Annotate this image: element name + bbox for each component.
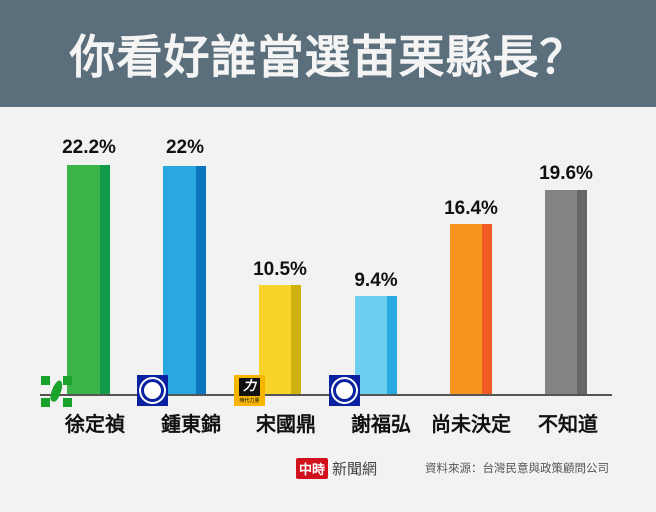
- category-label: 宋國鼎: [256, 412, 316, 436]
- category-label: 不知道: [538, 412, 598, 436]
- bar-1: [67, 165, 110, 395]
- bar-3: [259, 285, 301, 395]
- x-axis-baseline: [40, 394, 612, 396]
- header-banner: 你看好誰當選苗栗縣長？: [0, 0, 656, 107]
- npp-icon: 力 時代力量: [234, 375, 265, 406]
- value-label: 22.2%: [62, 137, 116, 158]
- kmt-icon: [137, 375, 168, 406]
- chinatimes-logo: 中時 新聞網: [296, 458, 377, 479]
- chart-title: 你看好誰當選苗栗縣長？: [69, 29, 587, 84]
- category-label: 尚未決定: [431, 412, 511, 436]
- source-note: 資料來源：台灣民意與政策顧問公司: [425, 461, 609, 475]
- value-label: 16.4%: [444, 198, 498, 219]
- category-label: 徐定禎: [65, 412, 125, 436]
- value-label: 10.5%: [253, 259, 307, 280]
- bar-5: [450, 224, 492, 395]
- value-label: 19.6%: [539, 163, 593, 184]
- category-label: 謝福弘: [351, 412, 411, 436]
- value-label: 22%: [165, 137, 205, 158]
- kmt-icon: [329, 375, 360, 406]
- bar-4: [355, 296, 397, 395]
- dpp-icon: [41, 376, 72, 407]
- bar-2: [163, 166, 206, 395]
- value-label: 9.4%: [354, 270, 398, 291]
- category-label: 鍾東錦: [161, 412, 221, 436]
- bar-6: [545, 190, 587, 395]
